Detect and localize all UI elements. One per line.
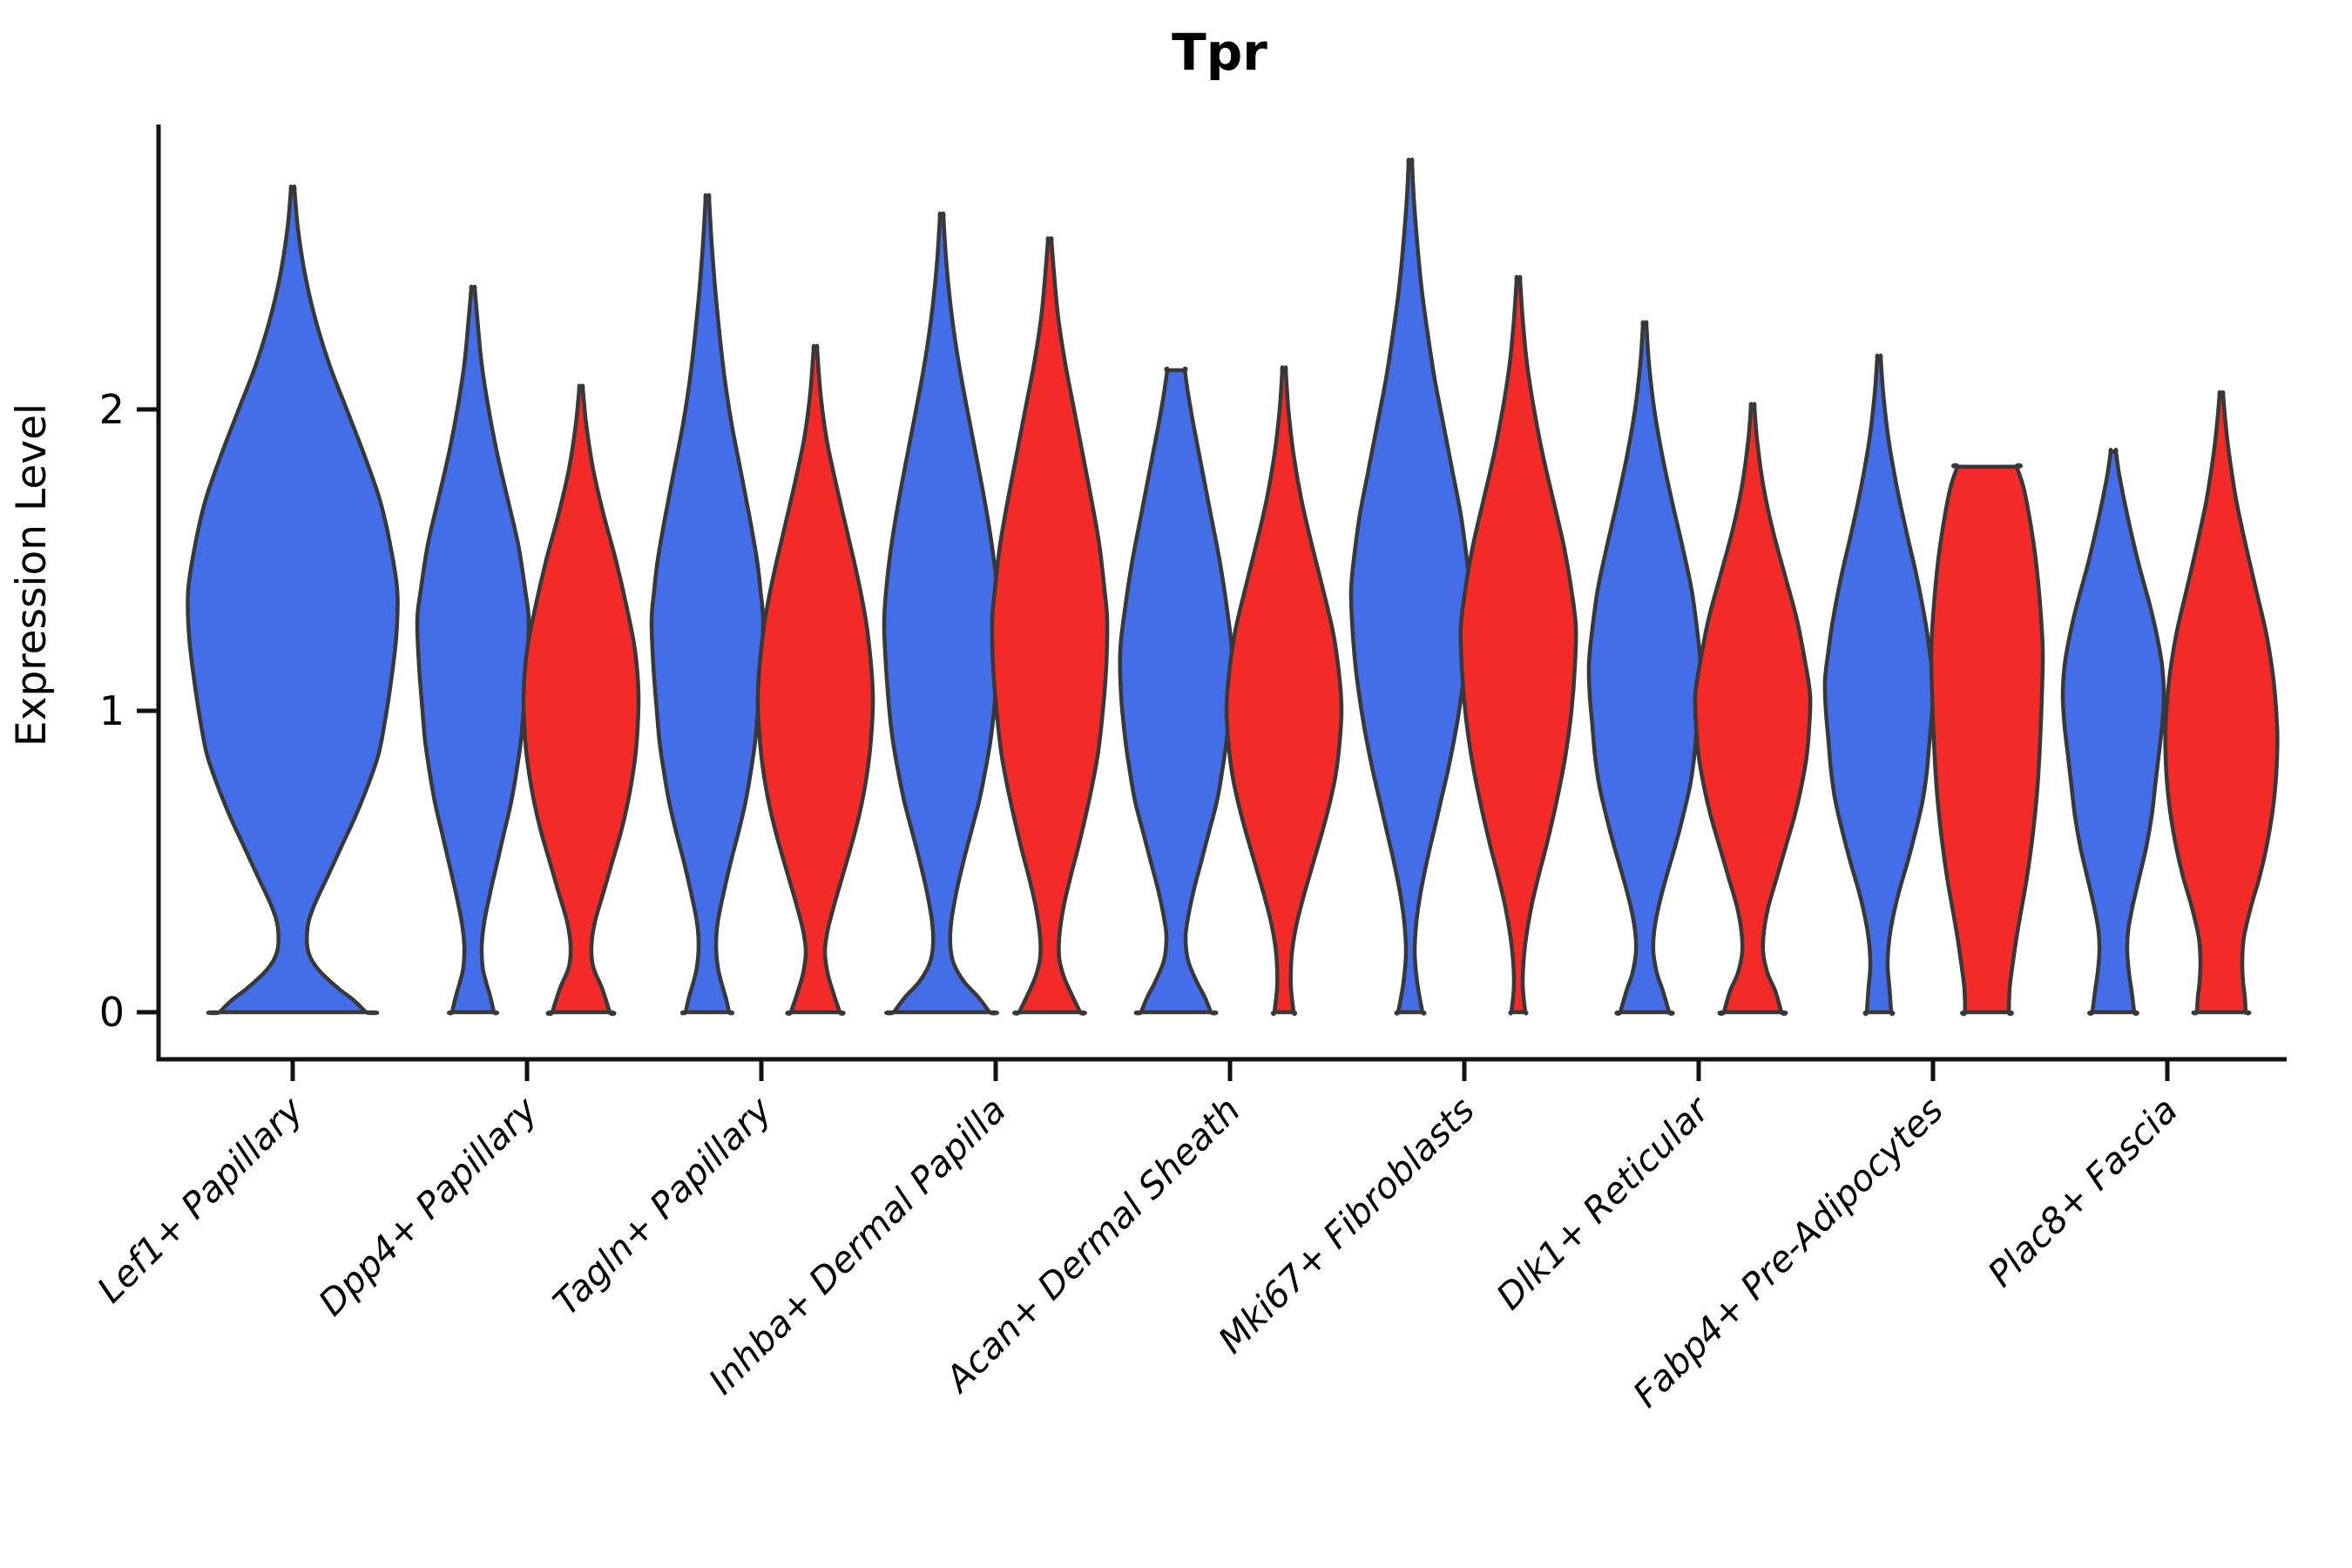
violin-inhba-dermal-papilla-blue: [882, 211, 1002, 1016]
violin-dpp4-papillary-blue: [415, 284, 531, 1016]
violin-acan-dermal-sheath-red: [1224, 365, 1344, 1017]
x-tick-label-tagln-papillary: Tagln+ Papillary: [545, 1089, 781, 1324]
violin-tagln-papillary-red: [755, 343, 875, 1017]
y-tick-label-0: 0: [99, 989, 125, 1036]
violin-dpp4-papillary-red: [521, 383, 641, 1017]
violin-plac8-fascia-red: [2163, 389, 2280, 1016]
violin-fabp4-pre-adipocytes-red: [1929, 463, 2045, 1017]
chart-title: Tpr: [1172, 23, 1267, 82]
violin-acan-dermal-sheath-blue: [1118, 366, 1234, 1016]
violin-dlk1-reticular-red: [1693, 402, 1813, 1017]
y-tick-label-1: 1: [99, 687, 125, 734]
violin-inhba-dermal-papilla-red: [990, 236, 1110, 1016]
violin-mki67-fibroblasts-blue: [1348, 158, 1472, 1016]
violin-lef1-papillary-blue: [186, 184, 400, 1016]
violin-tagln-papillary-blue: [649, 193, 766, 1016]
y-tick-label-2: 2: [99, 386, 125, 433]
x-tick-label-dpp4-papillary: Dpp4+ Papillary: [310, 1089, 545, 1324]
x-tick-label-dlk1-reticular: Dlk1+ Reticular: [1489, 1088, 1719, 1318]
violin-mki67-fibroblasts-red: [1458, 274, 1578, 1016]
violin-fabp4-pre-adipocytes-blue: [1822, 353, 1936, 1017]
y-axis-label: Expression Level: [8, 403, 56, 747]
violins-layer: [186, 158, 2280, 1017]
violin-plac8-fascia-blue: [2060, 448, 2166, 1017]
violin-dlk1-reticular-blue: [1586, 320, 1703, 1017]
x-tick-label-lef1-papillary: Lef1+ Papillary: [89, 1089, 311, 1311]
x-tick-label-mki67-fibroblasts: Mki67+ Fibroblasts: [1210, 1089, 1483, 1362]
x-tick-label-plac8-fascia: Plac8+ Fascia: [1980, 1089, 2186, 1294]
